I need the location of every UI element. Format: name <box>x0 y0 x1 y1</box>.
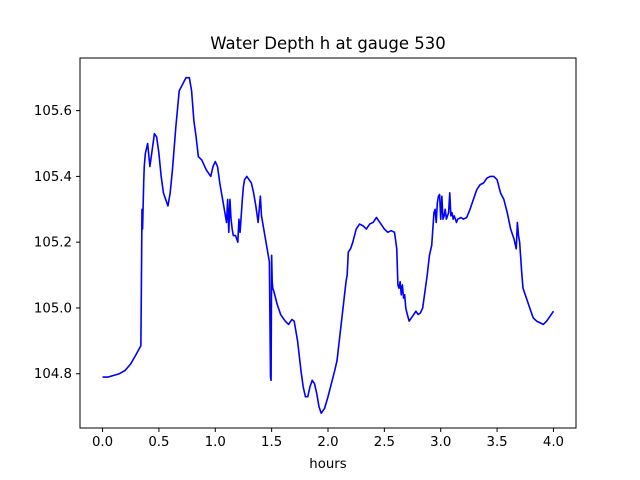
series-line-0 <box>102 76 555 415</box>
y-tick-label: 105.0 <box>34 301 72 316</box>
y-axis: 104.8 105.0 105.2 105.4 105.6 <box>34 104 80 382</box>
x-axis-label: hours <box>309 457 346 472</box>
series-layer <box>102 76 555 415</box>
x-axis: 0.0 0.5 1.0 1.5 2.0 2.5 3.0 3.5 4.0 <box>92 428 564 450</box>
x-tick-label: 3.5 <box>487 435 508 450</box>
x-tick-label: 3.0 <box>430 435 451 450</box>
x-tick-label: 0.0 <box>92 435 113 450</box>
x-tick-label: 1.5 <box>261 435 282 450</box>
chart-title: Water Depth h at gauge 530 <box>210 34 445 53</box>
y-tick-label: 105.2 <box>34 236 72 251</box>
x-tick-label: 1.0 <box>205 435 226 450</box>
x-tick-label: 2.0 <box>317 435 338 450</box>
x-tick-label: 4.0 <box>543 435 564 450</box>
y-tick-label: 105.6 <box>34 104 72 119</box>
x-tick-label: 0.5 <box>148 435 169 450</box>
x-tick-label: 2.5 <box>374 435 395 450</box>
y-tick-label: 105.4 <box>34 170 72 185</box>
y-tick-label: 104.8 <box>34 367 72 382</box>
